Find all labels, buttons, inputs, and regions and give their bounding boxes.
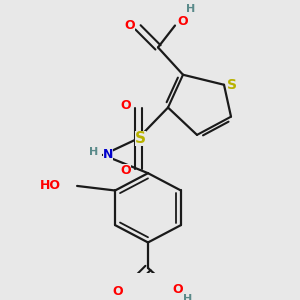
Text: H: H — [183, 294, 193, 300]
Text: O: O — [121, 99, 131, 112]
Text: O: O — [173, 283, 183, 296]
Text: O: O — [125, 19, 135, 32]
Text: O: O — [113, 285, 123, 298]
Text: O: O — [121, 164, 131, 177]
Text: S: S — [134, 131, 146, 146]
Text: O: O — [178, 15, 188, 28]
Text: S: S — [227, 78, 237, 92]
Text: H: H — [186, 4, 196, 14]
Text: H: H — [89, 147, 99, 157]
Text: N: N — [103, 148, 113, 161]
Text: HO: HO — [40, 179, 61, 192]
